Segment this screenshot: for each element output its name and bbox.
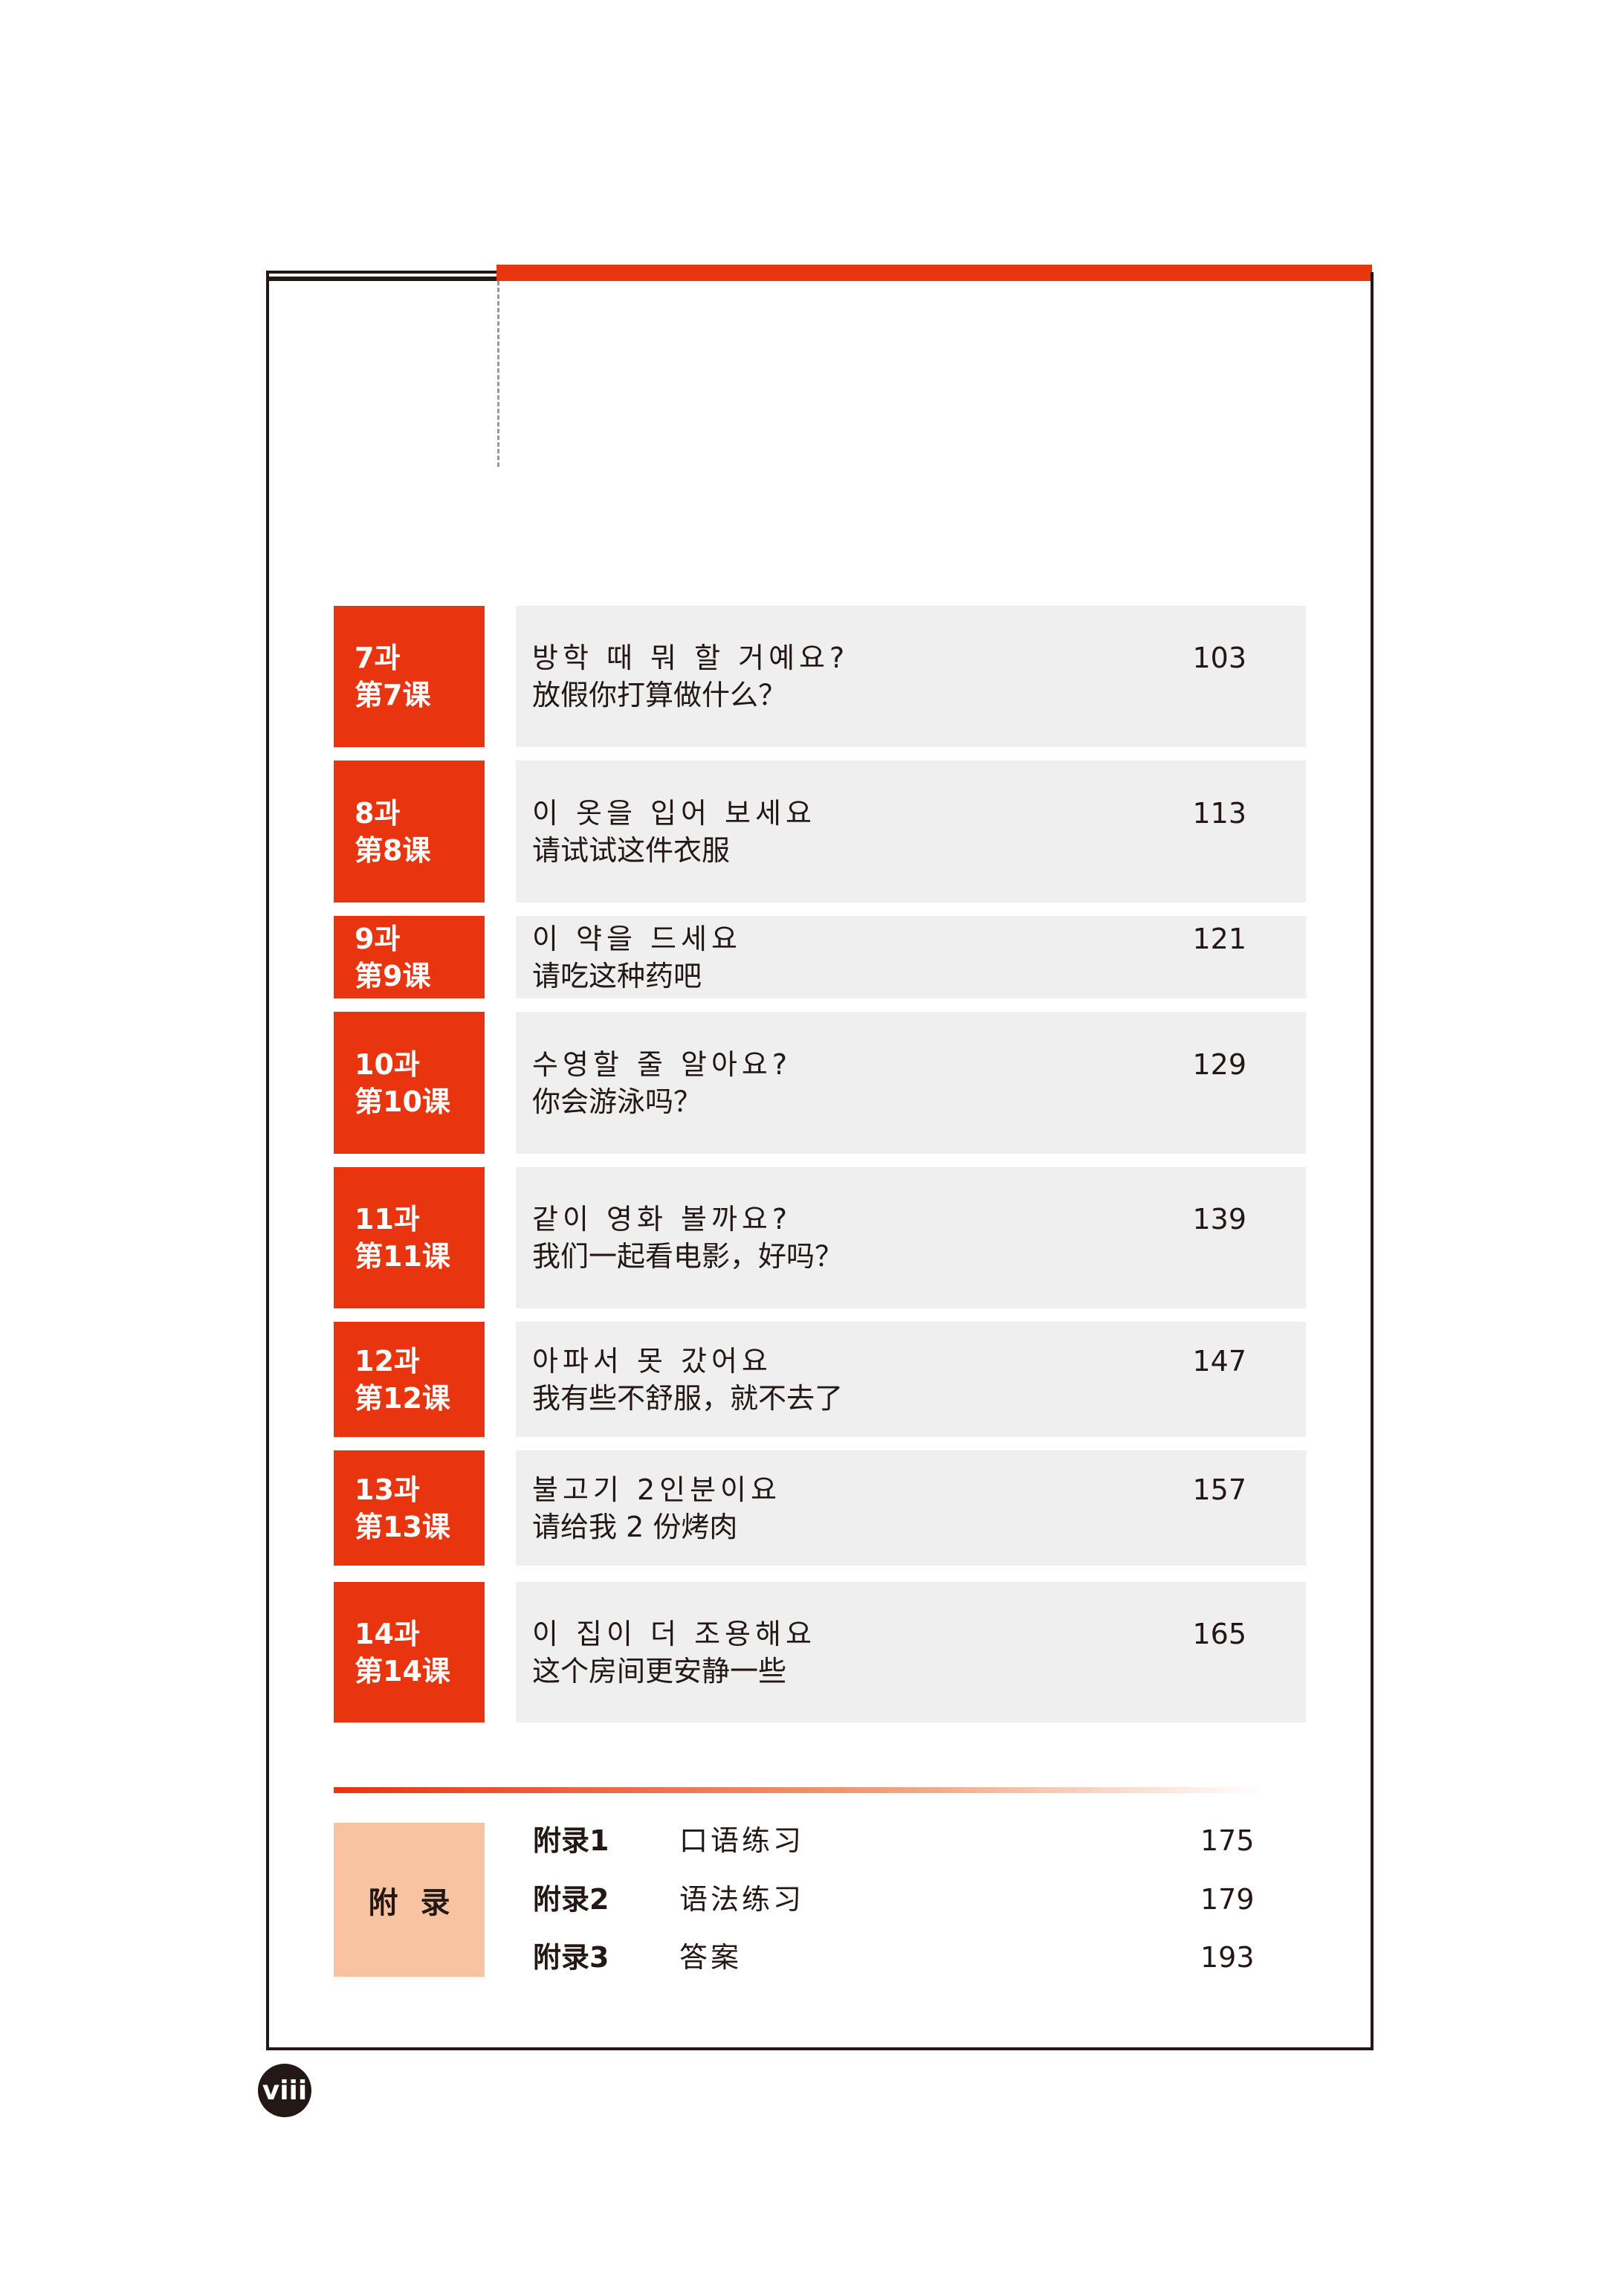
title-cn: 我们一起看电影，好吗？ [532, 1240, 844, 1273]
lesson-label-kr: 9과 [355, 922, 401, 955]
appendix-divider [334, 1787, 1263, 1793]
page-ref: 103 [1192, 642, 1246, 674]
dashed-divider [497, 281, 499, 467]
title-cn: 你会游泳吗？ [532, 1085, 702, 1118]
appendix-item[interactable]: 附录2 语法练习 179 [533, 1877, 1276, 1922]
lesson-label-cn: 第9课 [355, 959, 431, 992]
appendix-title: 答案 [679, 1941, 743, 1974]
lesson-number: 10과 第10课 [334, 1012, 485, 1154]
lesson-label-kr: 14과 [355, 1617, 420, 1650]
lesson-label-kr: 10과 [355, 1047, 420, 1081]
header-red-bar [496, 265, 1372, 281]
lesson-label-cn: 第14课 [355, 1654, 450, 1688]
appendix-label: 附录1 [533, 1824, 609, 1857]
lesson-label-cn: 第10课 [355, 1085, 450, 1118]
toc-row[interactable]: 8과 第8课 이 옷을 입어 보세요 请试试这件衣服 113 [334, 761, 1306, 902]
page-ref: 121 [1192, 922, 1246, 955]
lesson-label-kr: 11과 [355, 1203, 420, 1236]
lesson-label-kr: 8과 [355, 796, 401, 830]
title-cn: 这个房间更安静一些 [532, 1654, 787, 1688]
appendix-item[interactable]: 附录1 口语练习 175 [533, 1818, 1276, 1863]
toc-row[interactable]: 14과 第14课 이 집이 더 조용해요 这个房间更安静一些 165 [334, 1582, 1306, 1722]
title-cn: 放假你打算做什么？ [532, 679, 787, 711]
lesson-title: 아파서 못 갔어요 我有些不舒服，就不去了 147 [516, 1322, 1306, 1437]
lesson-title: 같이 영화 볼까요? 我们一起看电影，好吗？ 139 [516, 1167, 1306, 1308]
title-kr: 불고기 2인분이요 [532, 1473, 781, 1506]
lesson-title: 이 약을 드세요 请吃这种药吧 121 [516, 916, 1306, 998]
lesson-number: 7과 第7课 [334, 606, 485, 747]
page-ref: 165 [1192, 1617, 1246, 1650]
lesson-number: 12과 第12课 [334, 1322, 485, 1437]
toc-row[interactable]: 11과 第11课 같이 영화 볼까요? 我们一起看电影，好吗？ 139 [334, 1167, 1306, 1308]
page-ref: 175 [1200, 1824, 1255, 1857]
page-ref: 139 [1192, 1203, 1246, 1236]
appendix-title: 语法练习 [679, 1883, 805, 1916]
lesson-label-kr: 12과 [355, 1344, 420, 1378]
lesson-number: 8과 第8课 [334, 761, 485, 902]
lesson-number: 14과 第14课 [334, 1582, 485, 1722]
lesson-label-kr: 7과 [355, 642, 401, 674]
title-cn: 请试试这件衣服 [532, 833, 731, 867]
appendix-label: 附录3 [533, 1941, 609, 1974]
lesson-label-cn: 第8课 [355, 833, 431, 867]
title-cn: 请吃这种药吧 [532, 959, 702, 992]
page-number-badge: viii [258, 2064, 311, 2117]
lesson-title: 불고기 2인분이요 请给我 2 份烤肉 157 [516, 1450, 1306, 1566]
title-kr: 방학 때 뭐 할 거예요? [532, 642, 850, 674]
appendix-title: 口语练习 [679, 1824, 805, 1857]
lesson-label-cn: 第11课 [355, 1240, 450, 1273]
title-kr: 수영할 줄 알아요? [532, 1047, 792, 1081]
lesson-title: 방학 때 뭐 할 거예요? 放假你打算做什么？ 103 [516, 606, 1306, 747]
top-rule [266, 271, 498, 281]
title-cn: 请给我 2 份烤肉 [532, 1510, 738, 1543]
lesson-title: 수영할 줄 알아요? 你会游泳吗？ 129 [516, 1012, 1306, 1154]
title-kr: 아파서 못 갔어요 [532, 1344, 772, 1378]
page-ref: 193 [1200, 1941, 1255, 1974]
toc-row[interactable]: 10과 第10课 수영할 줄 알아요? 你会游泳吗？ 129 [334, 1012, 1306, 1154]
toc-row[interactable]: 12과 第12课 아파서 못 갔어요 我有些不舒服，就不去了 147 [334, 1322, 1306, 1437]
lesson-label-kr: 13과 [355, 1473, 420, 1506]
lesson-label-cn: 第12课 [355, 1381, 450, 1415]
title-kr: 이 약을 드세요 [532, 922, 742, 955]
title-kr: 같이 영화 볼까요? [532, 1203, 792, 1236]
title-kr: 이 옷을 입어 보세요 [532, 796, 816, 830]
appendix-item[interactable]: 附录3 答案 193 [533, 1935, 1276, 1980]
toc-row[interactable]: 13과 第13课 불고기 2인분이요 请给我 2 份烤肉 157 [334, 1450, 1306, 1566]
lesson-title: 이 옷을 입어 보세요 请试试这件衣服 113 [516, 761, 1306, 902]
lesson-title: 이 집이 더 조용해요 这个房间更安静一些 165 [516, 1582, 1306, 1722]
page-ref: 179 [1200, 1883, 1255, 1916]
page-ref: 147 [1192, 1344, 1246, 1378]
page-ref: 129 [1192, 1047, 1246, 1081]
lesson-number: 9과 第9课 [334, 916, 485, 998]
lesson-number: 13과 第13课 [334, 1450, 485, 1566]
appendix-label: 附录2 [533, 1883, 609, 1916]
lesson-label-cn: 第13课 [355, 1510, 450, 1543]
appendix-heading: 附录 [334, 1823, 485, 1977]
title-kr: 이 집이 더 조용해요 [532, 1617, 816, 1650]
lesson-label-cn: 第7课 [355, 679, 431, 711]
page-ref: 157 [1192, 1473, 1246, 1506]
lesson-number: 11과 第11课 [334, 1167, 485, 1308]
page-ref: 113 [1192, 796, 1246, 830]
toc-row[interactable]: 9과 第9课 이 약을 드세요 请吃这种药吧 121 [334, 916, 1306, 998]
title-cn: 我有些不舒服，就不去了 [532, 1381, 844, 1415]
page-frame [266, 272, 1374, 2050]
toc-row[interactable]: 7과 第7课 방학 때 뭐 할 거예요? 放假你打算做什么？ 103 [334, 606, 1306, 747]
